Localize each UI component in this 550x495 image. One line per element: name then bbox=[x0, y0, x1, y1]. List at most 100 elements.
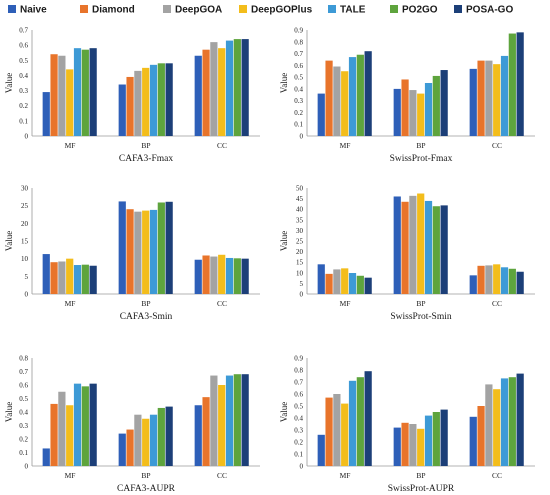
bar-posa-go-cc bbox=[516, 373, 524, 466]
bar-diamond-mf bbox=[325, 60, 333, 136]
bar-deepgoa-mf bbox=[333, 394, 341, 466]
bar-naive-bp bbox=[393, 196, 401, 294]
bar-po2go-mf bbox=[81, 264, 89, 294]
bar-naive-cc bbox=[469, 416, 477, 466]
bar-deepgoplus-mf bbox=[341, 71, 349, 136]
chart-title: CAFA3-AUPR bbox=[117, 484, 176, 494]
bar-tale-cc bbox=[225, 375, 234, 466]
y-tick-label: 0.2 bbox=[294, 109, 303, 117]
bar-deepgoplus-bp bbox=[417, 93, 425, 136]
x-category-label: BP bbox=[141, 471, 150, 480]
bar-deepgoplus-cc bbox=[218, 254, 226, 294]
bar-deepgoa-cc bbox=[485, 265, 493, 294]
bar-naive-bp bbox=[393, 427, 401, 466]
bar-posa-go-mf bbox=[89, 265, 97, 294]
legend-label-2: DeepGOA bbox=[175, 5, 222, 16]
chart-title: CAFA3-Smin bbox=[120, 312, 173, 322]
bar-deepgoa-bp bbox=[134, 414, 142, 466]
y-tick-label: 0.1 bbox=[294, 121, 303, 129]
bar-naive-mf bbox=[42, 254, 50, 294]
bar-deepgoa-bp bbox=[409, 195, 417, 294]
y-tick-label: 0.3 bbox=[19, 87, 28, 95]
y-tick-label: 10 bbox=[296, 269, 304, 277]
chart-panels: 0 0.1 0.2 0.3 0.4 0.5 0.6 0.7 Value MF BP CC CAFA3-F… bbox=[4, 27, 535, 494]
y-tick-label: 45 bbox=[296, 195, 304, 203]
bar-deepgoplus-cc bbox=[493, 64, 501, 136]
bar-tale-bp bbox=[149, 414, 158, 466]
bar-naive-cc bbox=[469, 68, 477, 136]
bar-naive-cc bbox=[194, 55, 202, 136]
bar-deepgoplus-cc bbox=[218, 385, 226, 466]
legend-label-4: TALE bbox=[340, 5, 366, 16]
y-tick-label: 0 bbox=[300, 133, 304, 141]
bar-naive-cc bbox=[194, 405, 202, 466]
chart-title: SwissProt-AUPR bbox=[388, 484, 455, 494]
y-tick-label: 0.5 bbox=[294, 403, 303, 411]
y-tick-label: 0.8 bbox=[294, 367, 303, 375]
bar-diamond-bp bbox=[126, 429, 134, 466]
bar-po2go-cc bbox=[508, 268, 516, 294]
bar-diamond-mf bbox=[50, 54, 58, 136]
bar-naive-bp bbox=[118, 433, 126, 466]
bar-deepgoa-cc bbox=[210, 256, 218, 294]
y-tick-label: 0.6 bbox=[294, 62, 303, 70]
legend-label-5: PO2GO bbox=[402, 5, 438, 16]
chart-title: SwissProt-Fmax bbox=[390, 154, 453, 164]
y-tick-label: 0.1 bbox=[19, 117, 28, 125]
bar-posa-go-bp bbox=[165, 201, 173, 294]
bar-deepgoa-bp bbox=[134, 211, 142, 294]
bar-po2go-bp bbox=[432, 412, 440, 466]
bar-naive-bp bbox=[393, 88, 401, 136]
bar-tale-mf bbox=[73, 383, 82, 466]
legend-swatch-1 bbox=[80, 5, 88, 13]
x-category-label: MF bbox=[65, 299, 76, 308]
bar-tale-bp bbox=[424, 200, 433, 294]
y-tick-label: 15 bbox=[296, 259, 304, 267]
y-tick-label: 0.5 bbox=[294, 74, 303, 82]
y-tick-label: 0.6 bbox=[19, 42, 28, 50]
legend-swatch-4 bbox=[328, 5, 336, 13]
y-tick-label: 0.8 bbox=[294, 38, 303, 46]
y-tick-label: 5 bbox=[300, 280, 304, 288]
y-tick-label: 20 bbox=[296, 248, 304, 256]
bar-diamond-bp bbox=[126, 76, 134, 136]
chart-title: SwissProt-Smin bbox=[390, 312, 451, 322]
bar-tale-mf bbox=[348, 57, 357, 136]
x-category-label: MF bbox=[340, 471, 351, 480]
bar-tale-bp bbox=[424, 83, 433, 136]
bar-posa-go-mf bbox=[364, 277, 372, 294]
y-tick-label: 0.3 bbox=[19, 422, 28, 430]
y-tick-label: 0 bbox=[300, 463, 304, 471]
bar-deepgoa-mf bbox=[58, 55, 66, 136]
bar-naive-mf bbox=[317, 93, 325, 136]
chart-panel-0: 0 0.1 0.2 0.3 0.4 0.5 0.6 0.7 Value MF BP CC CAFA3-F… bbox=[4, 27, 260, 164]
bar-deepgoplus-bp bbox=[417, 428, 425, 466]
bar-tale-mf bbox=[348, 273, 357, 294]
chart-panel-1: 0 0.1 0.2 0.3 0.4 0.5 0.6 0.7 0.8 0.9 Value MF BP CC S… bbox=[279, 27, 535, 164]
legend-swatch-0 bbox=[8, 5, 16, 13]
bar-po2go-cc bbox=[508, 377, 516, 466]
y-tick-label: 0.4 bbox=[19, 409, 28, 417]
bar-posa-go-bp bbox=[165, 406, 173, 466]
y-tick-label: 0.7 bbox=[19, 368, 28, 376]
bar-po2go-cc bbox=[233, 258, 241, 294]
chart-panel-4: 0 0.1 0.2 0.3 0.4 0.5 0.6 0.7 0.8 Value MF BP CC CAFA… bbox=[4, 355, 260, 494]
bar-posa-go-mf bbox=[89, 48, 97, 136]
bar-diamond-bp bbox=[126, 209, 134, 294]
bar-deepgoplus-cc bbox=[493, 264, 501, 294]
y-tick-label: 0.6 bbox=[19, 382, 28, 390]
bar-po2go-mf bbox=[81, 386, 89, 466]
y-tick-label: 40 bbox=[296, 206, 304, 214]
bar-tale-mf bbox=[73, 48, 82, 136]
bar-tale-cc bbox=[225, 257, 234, 294]
x-category-label: BP bbox=[416, 141, 425, 150]
bar-naive-cc bbox=[194, 259, 202, 294]
bar-po2go-cc bbox=[508, 33, 516, 136]
x-category-label: MF bbox=[65, 141, 76, 150]
bar-posa-go-mf bbox=[364, 51, 372, 137]
legend-label-0: Naive bbox=[20, 5, 47, 16]
legend-label-6: POSA-GO bbox=[466, 5, 513, 16]
bar-po2go-bp bbox=[432, 206, 440, 294]
y-tick-label: 0.7 bbox=[294, 50, 303, 58]
y-tick-label: 25 bbox=[296, 238, 304, 246]
